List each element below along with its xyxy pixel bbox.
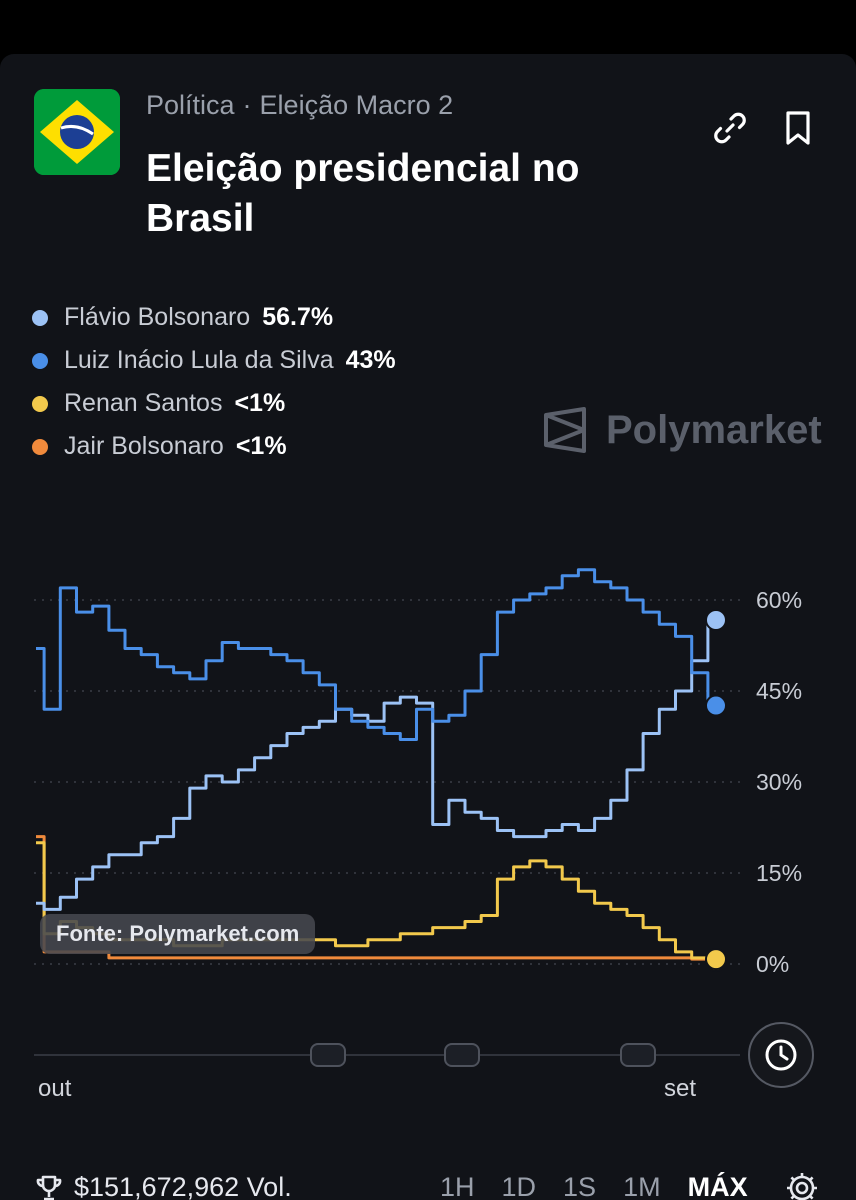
- history-button[interactable]: [748, 1022, 814, 1088]
- legend-value: 56.7%: [262, 303, 334, 331]
- chart-grid: [34, 599, 740, 965]
- legend-dot: [32, 352, 48, 369]
- chart-footer: $151,672,962 Vol. 1H 1D 1S 1M MÁX: [0, 1166, 856, 1200]
- watermark-text: Polymarket: [606, 407, 822, 452]
- range-1d[interactable]: 1D: [501, 1172, 537, 1200]
- legend-dot: [32, 395, 48, 412]
- y-tick-label: 60%: [756, 587, 802, 613]
- polymarket-logo-icon: [544, 407, 586, 453]
- scrubber-handle[interactable]: [444, 1043, 480, 1067]
- source-badge: Fonte: Polymarket.com: [40, 914, 316, 954]
- y-tick-label: 15%: [756, 860, 802, 886]
- link-icon[interactable]: [710, 108, 750, 148]
- chart-settings-button[interactable]: [784, 1170, 820, 1200]
- price-chart[interactable]: 0% 15% 30% 45% 60%: [0, 540, 856, 1000]
- trophy-icon: [36, 1175, 62, 1200]
- legend-item[interactable]: Luiz Inácio Lula da Silva 43%: [32, 339, 396, 382]
- series-endpoint: [705, 694, 727, 717]
- bookmark-icon[interactable]: [778, 108, 818, 148]
- legend-name: Luiz Inácio Lula da Silva: [64, 346, 334, 374]
- brazil-flag-icon: [34, 89, 120, 175]
- volume-info: $151,672,962 Vol.: [34, 1172, 292, 1200]
- scrubber-handle[interactable]: [620, 1043, 656, 1067]
- series-line[interactable]: [36, 835, 716, 963]
- series-line[interactable]: [36, 568, 716, 741]
- range-1h[interactable]: 1H: [440, 1172, 475, 1200]
- chart-legend: Flávio Bolsonaro 56.7% Luiz Inácio Lula …: [32, 296, 396, 468]
- gear-icon: [787, 1173, 817, 1200]
- time-scrubber-track[interactable]: [34, 1054, 740, 1056]
- series-lines: [36, 568, 716, 963]
- y-axis-labels: 0% 15% 30% 45% 60%: [756, 587, 802, 977]
- breadcrumb-separator: ·: [242, 90, 252, 120]
- breadcrumb-category[interactable]: Política: [146, 90, 235, 120]
- range-1s[interactable]: 1S: [563, 1172, 597, 1200]
- legend-item[interactable]: Flávio Bolsonaro 56.7%: [32, 296, 396, 339]
- scrubber-handle[interactable]: [310, 1043, 346, 1067]
- range-selector: 1H 1D 1S 1M MÁX: [440, 1172, 775, 1200]
- y-tick-label: 45%: [756, 678, 802, 704]
- legend-value: <1%: [234, 389, 286, 417]
- legend-dot: [32, 438, 48, 455]
- volume-text: $151,672,962 Vol.: [74, 1172, 292, 1200]
- series-line[interactable]: [36, 618, 716, 911]
- range-1m[interactable]: 1M: [623, 1172, 661, 1200]
- legend-item[interactable]: Jair Bolsonaro <1%: [32, 425, 396, 468]
- breadcrumb-subcategory[interactable]: Eleição Macro 2: [259, 90, 454, 120]
- series-endpoint: [705, 948, 727, 971]
- clock-icon: [765, 1039, 797, 1071]
- x-axis-start-label: out: [38, 1075, 72, 1102]
- polymarket-watermark: Polymarket: [542, 405, 822, 455]
- breadcrumb: Política · Eleição Macro 2: [146, 90, 453, 121]
- legend-item[interactable]: Renan Santos <1%: [32, 382, 396, 425]
- series-endpoints: [705, 609, 727, 972]
- legend-dot: [32, 309, 48, 326]
- y-tick-label: 0%: [756, 951, 789, 977]
- legend-value: 43%: [345, 346, 396, 374]
- y-tick-label: 30%: [756, 769, 802, 795]
- legend-name: Jair Bolsonaro: [64, 432, 224, 460]
- series-endpoint: [705, 609, 727, 632]
- range-max[interactable]: MÁX: [687, 1172, 748, 1200]
- legend-name: Renan Santos: [64, 389, 223, 417]
- page-title: Eleição presidencial no Brasil: [146, 147, 580, 240]
- legend-value: <1%: [235, 432, 287, 460]
- legend-name: Flávio Bolsonaro: [64, 303, 251, 331]
- x-axis-end-label: set: [664, 1075, 697, 1102]
